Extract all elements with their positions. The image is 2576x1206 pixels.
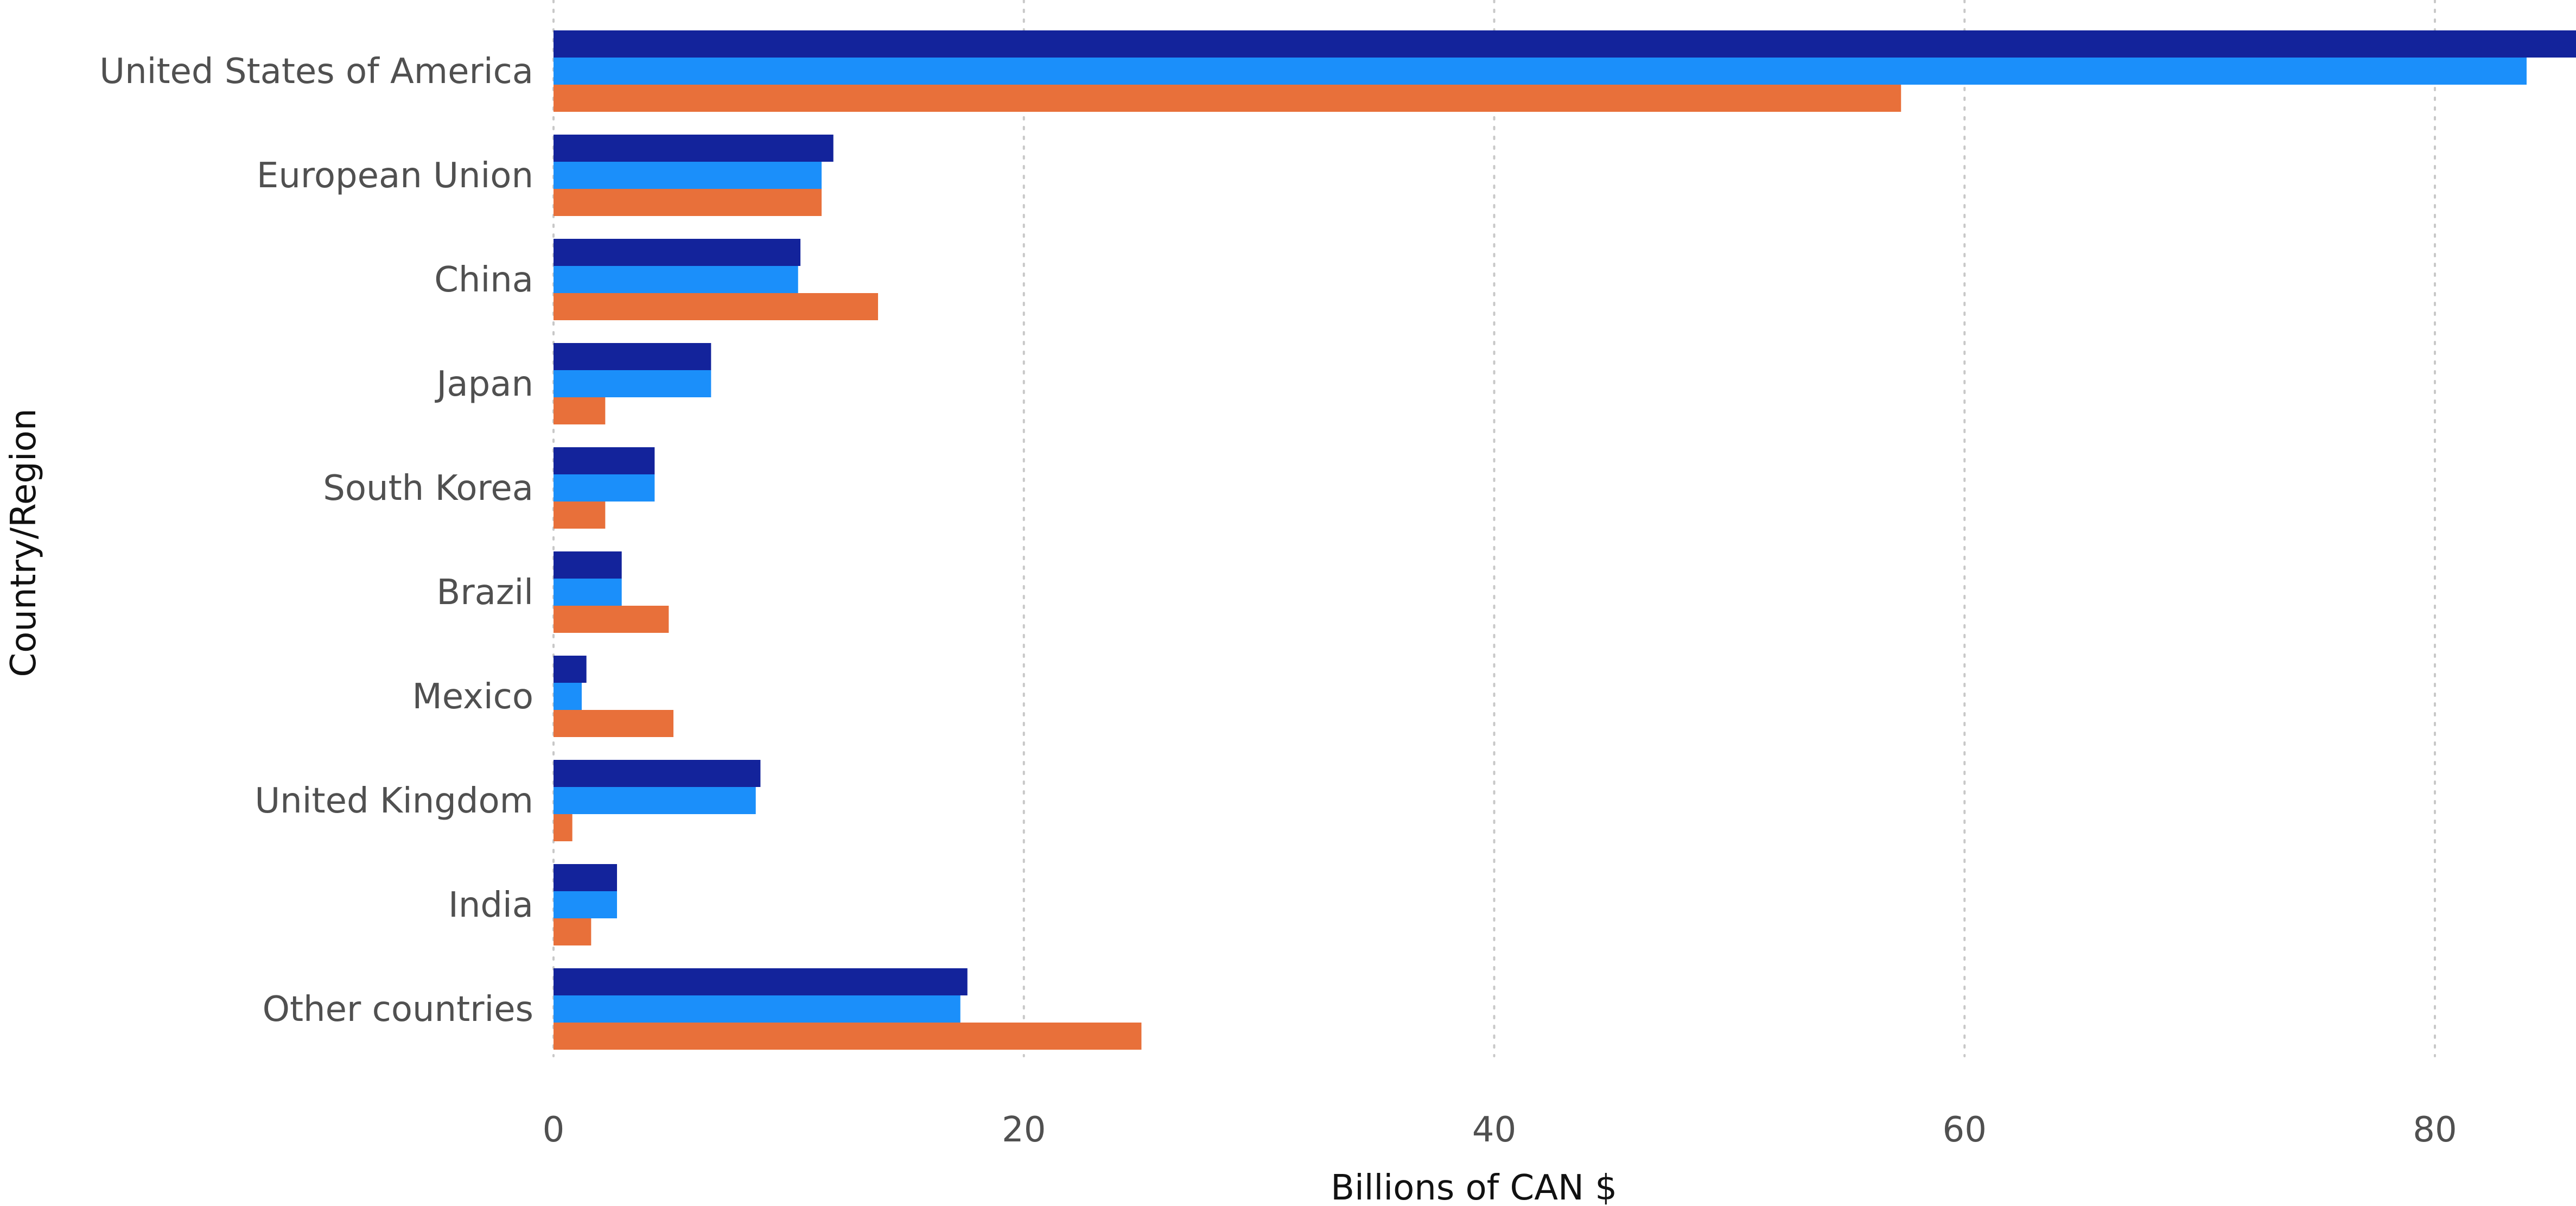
x-axis-title: Billions of CAN $	[1331, 1168, 1617, 1206]
bar-4-series-0	[554, 447, 655, 474]
bar-9-series-0	[554, 968, 968, 995]
bar-6-series-0	[554, 656, 587, 683]
category-label-4: South Korea	[323, 468, 533, 509]
bar-0-series-2	[554, 85, 1901, 112]
bar-6-series-1	[554, 683, 582, 710]
bar-4-series-2	[554, 502, 606, 529]
bar-1-series-0	[554, 135, 834, 162]
bar-8-series-1	[554, 891, 618, 918]
bar-0-series-0	[554, 30, 2576, 58]
bar-3-series-2	[554, 397, 606, 424]
bar-4-series-1	[554, 474, 655, 502]
gridlines	[552, 0, 2436, 1057]
category-label-1: European Union	[257, 156, 533, 196]
bar-1-series-2	[554, 189, 822, 216]
x-tick-labels: 0 20 40 60 80	[543, 1110, 2457, 1150]
category-label-8: India	[448, 885, 533, 925]
bar-5-series-0	[554, 551, 622, 579]
category-label-3: Japan	[435, 364, 534, 404]
x-tick-label-2: 40	[1472, 1110, 1516, 1150]
bar-6-series-2	[554, 710, 674, 737]
category-label-9: Other countries	[263, 989, 533, 1030]
bar-1-series-1	[554, 162, 822, 189]
bar-9-series-2	[554, 1023, 1142, 1050]
bars	[554, 30, 2576, 1050]
bar-3-series-1	[554, 370, 711, 397]
x-tick-label-3: 60	[1943, 1110, 1987, 1150]
bar-7-series-2	[554, 814, 573, 841]
category-label-5: Brazil	[436, 573, 533, 613]
x-tick-label-4: 80	[2413, 1110, 2457, 1150]
category-label-7: United Kingdom	[255, 781, 533, 821]
x-tick-label-0: 0	[543, 1110, 565, 1150]
bar-9-series-1	[554, 995, 961, 1023]
bar-2-series-1	[554, 266, 798, 293]
category-label-6: Mexico	[412, 677, 533, 717]
category-label-0: United States of America	[99, 52, 533, 92]
bar-5-series-2	[554, 606, 669, 633]
category-label-2: China	[434, 260, 533, 300]
bar-7-series-0	[554, 760, 761, 787]
bar-0-series-1	[554, 58, 2527, 85]
bar-2-series-2	[554, 293, 879, 320]
category-labels: United States of America European Union Ch…	[99, 52, 533, 1030]
y-axis-title: Country/Region	[4, 409, 44, 677]
bar-8-series-0	[554, 864, 618, 891]
bar-7-series-1	[554, 787, 756, 814]
bar-5-series-1	[554, 579, 622, 606]
bar-2-series-0	[554, 239, 801, 266]
bar-3-series-0	[554, 343, 711, 370]
x-tick-label-1: 20	[1002, 1110, 1046, 1150]
bar-8-series-2	[554, 918, 591, 945]
